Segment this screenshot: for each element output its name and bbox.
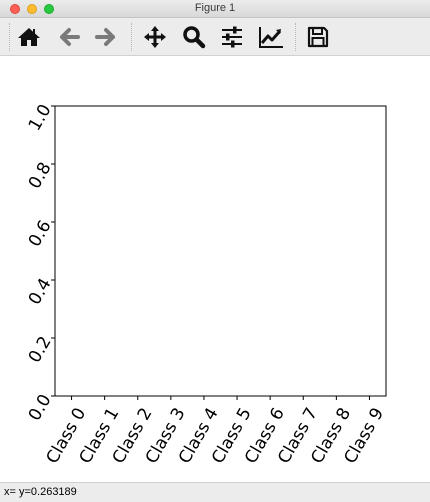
arrow-right-icon: [95, 28, 115, 46]
edit-axis-button[interactable]: [256, 22, 286, 52]
maximize-window-button[interactable]: [44, 4, 54, 14]
toolbar-separator: [295, 23, 296, 51]
floppy-disk-icon: [307, 26, 329, 48]
arrow-left-icon: [60, 28, 80, 46]
configure-subplots-button[interactable]: [217, 22, 247, 52]
zoom-button[interactable]: [179, 22, 209, 52]
minimize-window-button[interactable]: [27, 4, 37, 14]
toolbar: [0, 18, 430, 56]
toolbar-separator: [131, 23, 132, 51]
close-window-button[interactable]: [10, 4, 20, 14]
magnifier-icon: [183, 26, 206, 49]
toolbar-separator: [9, 23, 10, 51]
back-button[interactable]: [54, 22, 84, 52]
home-button[interactable]: [14, 22, 44, 52]
pan-button[interactable]: [140, 22, 170, 52]
home-icon: [18, 28, 40, 46]
window-titlebar: Figure 1: [0, 0, 430, 18]
cursor-coordinates: x= y=0.263189: [4, 486, 77, 498]
line-chart-icon: [259, 27, 283, 48]
status-bar: x= y=0.263189: [0, 482, 430, 502]
move-icon: [144, 26, 166, 48]
forward-button[interactable]: [91, 22, 121, 52]
sliders-icon: [222, 26, 242, 48]
window-title: Figure 1: [194, 2, 236, 14]
save-button[interactable]: [303, 22, 333, 52]
plot-area: [54, 105, 387, 397]
